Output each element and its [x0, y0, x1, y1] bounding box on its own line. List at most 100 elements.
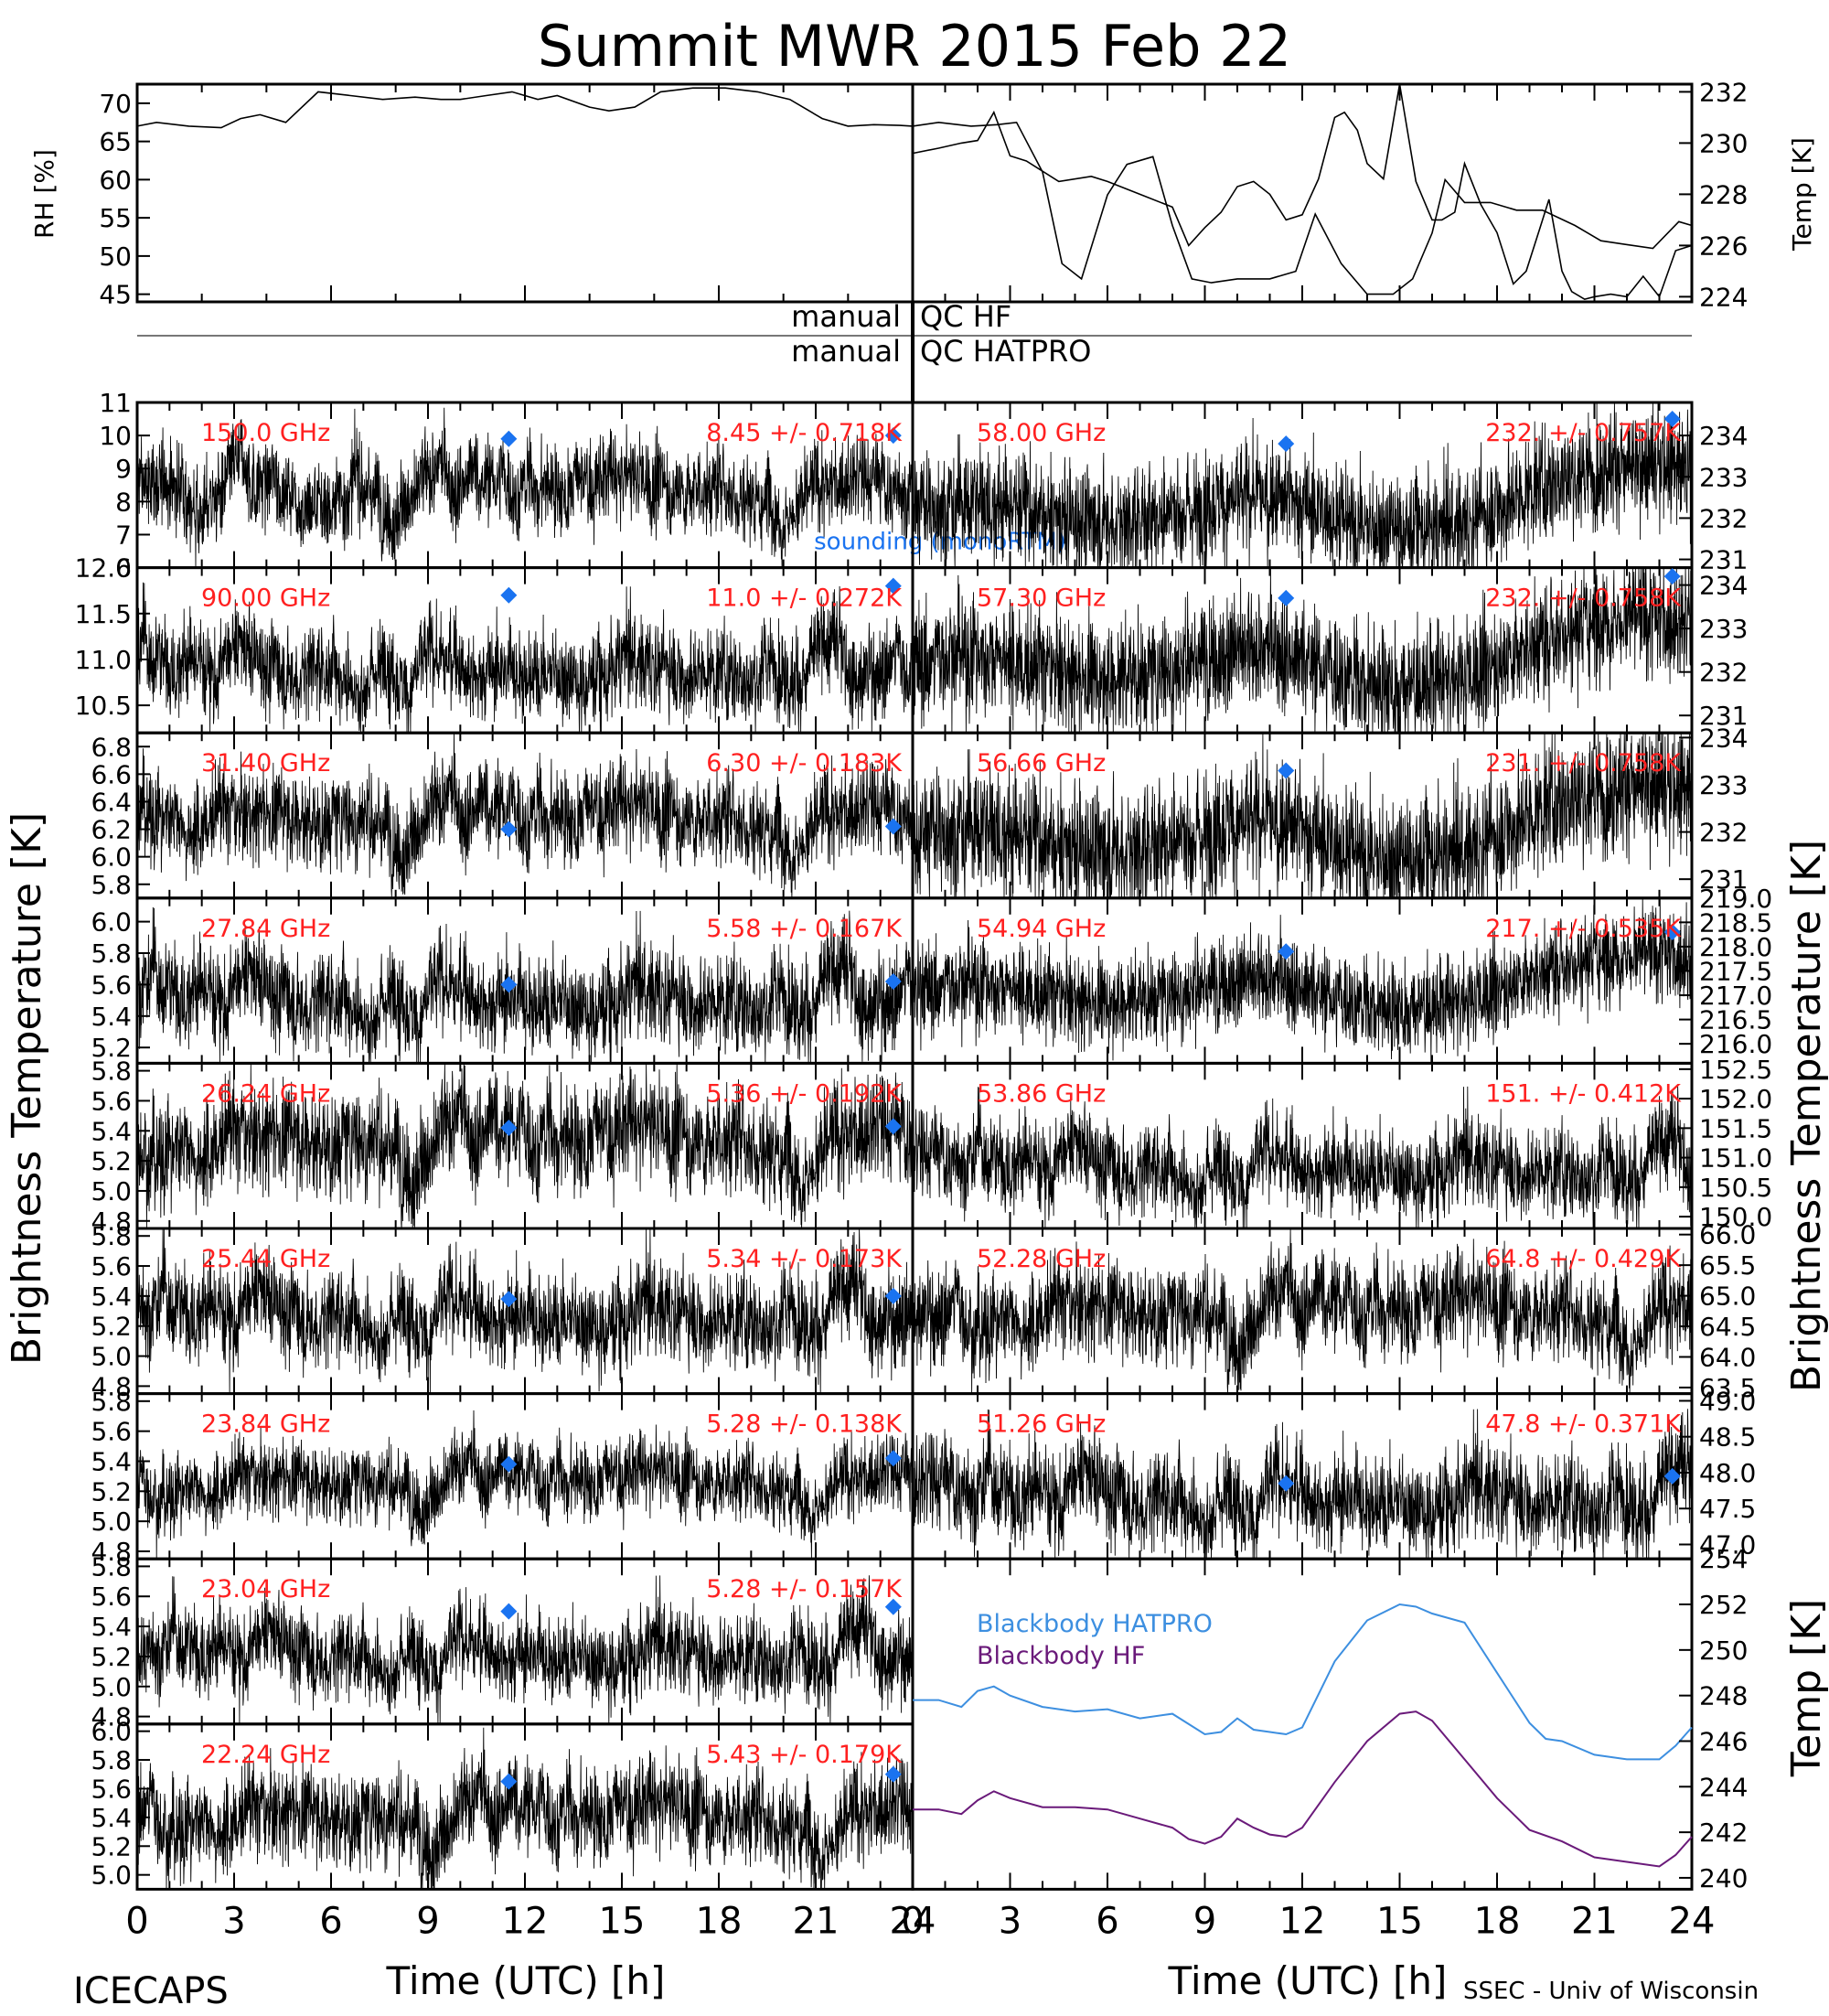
sounding-marker: [500, 1119, 518, 1136]
y-tick-label: 5.4: [91, 1116, 132, 1146]
sounding-marker: [1278, 762, 1295, 779]
y-tick-label: 6.6: [91, 759, 132, 789]
y-tick-label: 5.4: [91, 1002, 132, 1032]
y-tick-label: 5.2: [91, 1831, 132, 1861]
sounding-marker: [1278, 943, 1295, 960]
channel-trace: [912, 1086, 1693, 1229]
x-tick-label-right: 0: [901, 1900, 924, 1942]
sounding-marker: [884, 1598, 902, 1615]
y-tick-label: 8: [115, 487, 132, 517]
y-tick-label: 66.0: [1699, 1220, 1756, 1250]
channel-trace: [912, 1228, 1693, 1394]
y-tick-label: 218.0: [1699, 932, 1772, 962]
y-axis-label-left: Brightness Temperature [K]: [4, 812, 50, 1365]
x-tick-label-left: 9: [416, 1900, 439, 1942]
sounding-marker: [1278, 1474, 1295, 1492]
y-tick-label: 234: [1699, 571, 1748, 601]
x-tick-label-right: 15: [1376, 1900, 1423, 1942]
y-tick-label: 5.0: [91, 1176, 132, 1206]
x-tick-label-left: 0: [125, 1900, 148, 1942]
x-axis-label-left: Time (UTC) [h]: [386, 1958, 666, 2003]
x-tick-label-right: 3: [999, 1900, 1021, 1942]
y-tick-label: 232: [1699, 503, 1748, 533]
channel-label: 22.24 GHz: [201, 1741, 330, 1769]
y-tick-label: 11: [99, 388, 132, 418]
y-tick-label: 252: [1699, 1590, 1748, 1620]
sounding-marker: [500, 1773, 518, 1790]
sounding-marker: [500, 1603, 518, 1620]
y-tick-label: 5.8: [91, 1745, 132, 1775]
sounding-marker: [500, 1291, 518, 1308]
chart-title: Summit MWR 2015 Feb 22: [538, 13, 1291, 80]
y-tick-label: 6.0: [91, 842, 132, 873]
sounding-legend: sounding (monoRTM): [814, 529, 1066, 556]
y-tick-label: 5.6: [91, 1086, 132, 1116]
bb-y-axis-label: Temp [K]: [1783, 1599, 1829, 1777]
sounding-marker: [884, 972, 902, 990]
y-tick-label: 6.4: [91, 787, 132, 817]
sounding-marker: [500, 976, 518, 993]
footer-right: SSEC - Univ of Wisconsin: [1463, 1978, 1759, 2005]
channel-stat: 11.0 +/- 0.272K: [706, 584, 903, 613]
channel-trace: [136, 407, 914, 568]
sounding-marker: [500, 1455, 518, 1473]
y-tick-label: 5.2: [91, 1312, 132, 1342]
y-tick-label: 216.0: [1699, 1029, 1772, 1059]
y-tick-label: 5.6: [91, 1417, 132, 1447]
y-tick-label: 64.0: [1699, 1342, 1756, 1372]
x-tick-label-right: 9: [1193, 1900, 1216, 1942]
channel-trace: [136, 1228, 914, 1394]
y-tick-label: 55: [99, 203, 132, 233]
temp-panel-frame: [911, 82, 1694, 304]
x-tick-label-right: 12: [1279, 1900, 1326, 1942]
rh-y-axis-label: RH [%]: [29, 149, 59, 239]
channel-trace: [912, 402, 1693, 569]
y-tick-label: 5.8: [91, 1221, 132, 1251]
channel-stat: 151. +/- 0.412K: [1485, 1079, 1682, 1108]
y-tick-label: 65.5: [1699, 1250, 1756, 1281]
x-tick-label-left: 18: [696, 1900, 743, 1942]
channel-stat: 5.28 +/- 0.157K: [706, 1575, 903, 1603]
sounding-marker: [884, 1765, 902, 1783]
rh-line-late: [912, 121, 1693, 295]
y-tick-label: 231: [1699, 864, 1748, 895]
y-tick-label: 4.8: [91, 1206, 132, 1237]
y-tick-label: 244: [1699, 1772, 1748, 1802]
y-tick-label: 5.8: [91, 870, 132, 900]
y-tick-label: 5.8: [91, 1056, 132, 1087]
y-tick-label: 151.0: [1699, 1143, 1772, 1174]
y-tick-label: 224: [1699, 282, 1748, 312]
channel-stat: 47.8 +/- 0.371K: [1485, 1410, 1682, 1439]
y-tick-label: 233: [1699, 770, 1748, 800]
y-tick-label: 6: [115, 553, 132, 584]
channel-label: 56.66 GHz: [977, 749, 1106, 777]
y-tick-label: 232: [1699, 658, 1748, 688]
x-tick-label-right: 24: [1669, 1900, 1716, 1942]
y-tick-label: 5.4: [91, 1803, 132, 1833]
sounding-marker: [500, 586, 518, 604]
y-tick-label: 65.0: [1699, 1281, 1756, 1312]
x-tick-label-right: 18: [1474, 1900, 1521, 1942]
y-tick-label: 219.0: [1699, 884, 1772, 914]
channel-label: 52.28 GHz: [977, 1245, 1106, 1273]
x-axis-label-right: Time (UTC) [h]: [1168, 1958, 1448, 2003]
channel-label: 23.04 GHz: [201, 1575, 330, 1603]
y-tick-label: 233: [1699, 614, 1748, 644]
y-tick-label: 45: [99, 280, 132, 310]
sounding-marker: [1663, 411, 1681, 428]
y-tick-label: 217.0: [1699, 981, 1772, 1011]
y-tick-label: 234: [1699, 723, 1748, 753]
y-tick-label: 50: [99, 241, 132, 272]
channel-stat: 5.34 +/- 0.173K: [706, 1245, 903, 1273]
sounding-marker: [884, 1118, 902, 1135]
bb-legend-entry: Blackbody HF: [977, 1642, 1145, 1670]
y-tick-label: 151.5: [1699, 1113, 1772, 1143]
y-tick-label: 7: [115, 520, 132, 550]
footer-left: ICECAPS: [73, 1970, 229, 2012]
channel-trace: [136, 1727, 914, 1890]
x-tick-label-left: 24: [890, 1900, 936, 1942]
y-tick-label: 47.0: [1699, 1529, 1756, 1560]
channel-stat: 5.58 +/- 0.167K: [706, 915, 903, 943]
temp-y-axis-label: Temp [K]: [1787, 137, 1817, 252]
